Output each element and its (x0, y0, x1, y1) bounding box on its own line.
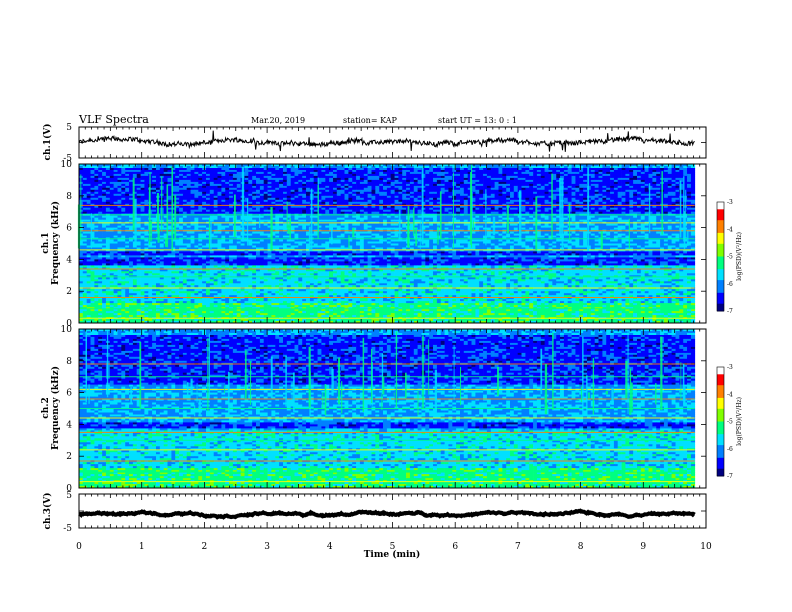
ch1-ytick-top: 5 (66, 123, 72, 133)
start-time-label: start UT = 13: 0 : 1 (438, 116, 517, 125)
date-label: Mar.20, 2019 (251, 116, 305, 125)
ch1-waveform-panel: 5 -5 ch.1(V) (42, 123, 706, 164)
ch1-spectrogram-image (79, 164, 695, 323)
figure-title: VLF Spectra (78, 113, 149, 126)
station-label: station= KAP (343, 116, 398, 125)
ch1-waveform-ylabel: ch.1(V) (42, 124, 53, 161)
